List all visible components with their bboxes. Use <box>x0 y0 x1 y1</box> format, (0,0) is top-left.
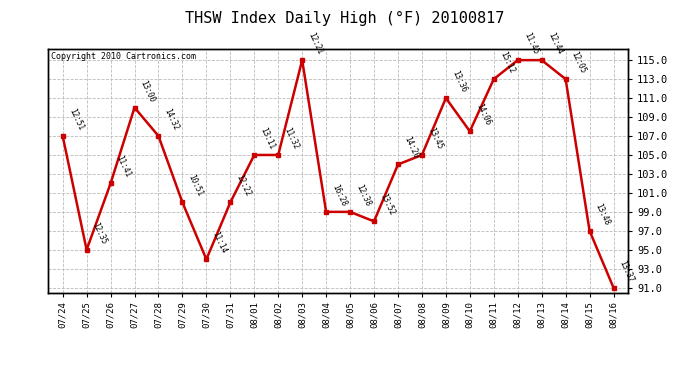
Text: 13:48: 13:48 <box>594 202 611 226</box>
Text: 13:11: 13:11 <box>259 126 277 151</box>
Text: 13:00: 13:00 <box>139 79 157 104</box>
Text: 14:20: 14:20 <box>402 135 420 160</box>
Text: 13:45: 13:45 <box>426 126 444 151</box>
Text: 12:44: 12:44 <box>546 31 564 56</box>
Text: 12:21: 12:21 <box>306 31 324 56</box>
Text: 12:22: 12:22 <box>235 174 253 198</box>
Text: 15:12: 15:12 <box>498 50 516 75</box>
Text: 13:36: 13:36 <box>450 69 468 94</box>
Text: 14:06: 14:06 <box>474 102 492 127</box>
Text: 12:35: 12:35 <box>91 221 109 246</box>
Text: 12:05: 12:05 <box>570 50 588 75</box>
Text: 11:45: 11:45 <box>522 31 540 56</box>
Text: 13:37: 13:37 <box>618 259 635 284</box>
Text: Copyright 2010 Cartronics.com: Copyright 2010 Cartronics.com <box>51 53 196 62</box>
Text: 13:52: 13:52 <box>378 192 396 217</box>
Text: 11:41: 11:41 <box>115 154 132 179</box>
Text: 12:38: 12:38 <box>354 183 372 208</box>
Text: 14:32: 14:32 <box>163 107 181 132</box>
Text: THSW Index Daily High (°F) 20100817: THSW Index Daily High (°F) 20100817 <box>186 11 504 26</box>
Text: 12:51: 12:51 <box>67 107 85 132</box>
Text: 11:14: 11:14 <box>210 230 228 255</box>
Text: 16:28: 16:28 <box>331 183 348 208</box>
Text: 10:51: 10:51 <box>186 174 204 198</box>
Text: 11:32: 11:32 <box>282 126 300 151</box>
